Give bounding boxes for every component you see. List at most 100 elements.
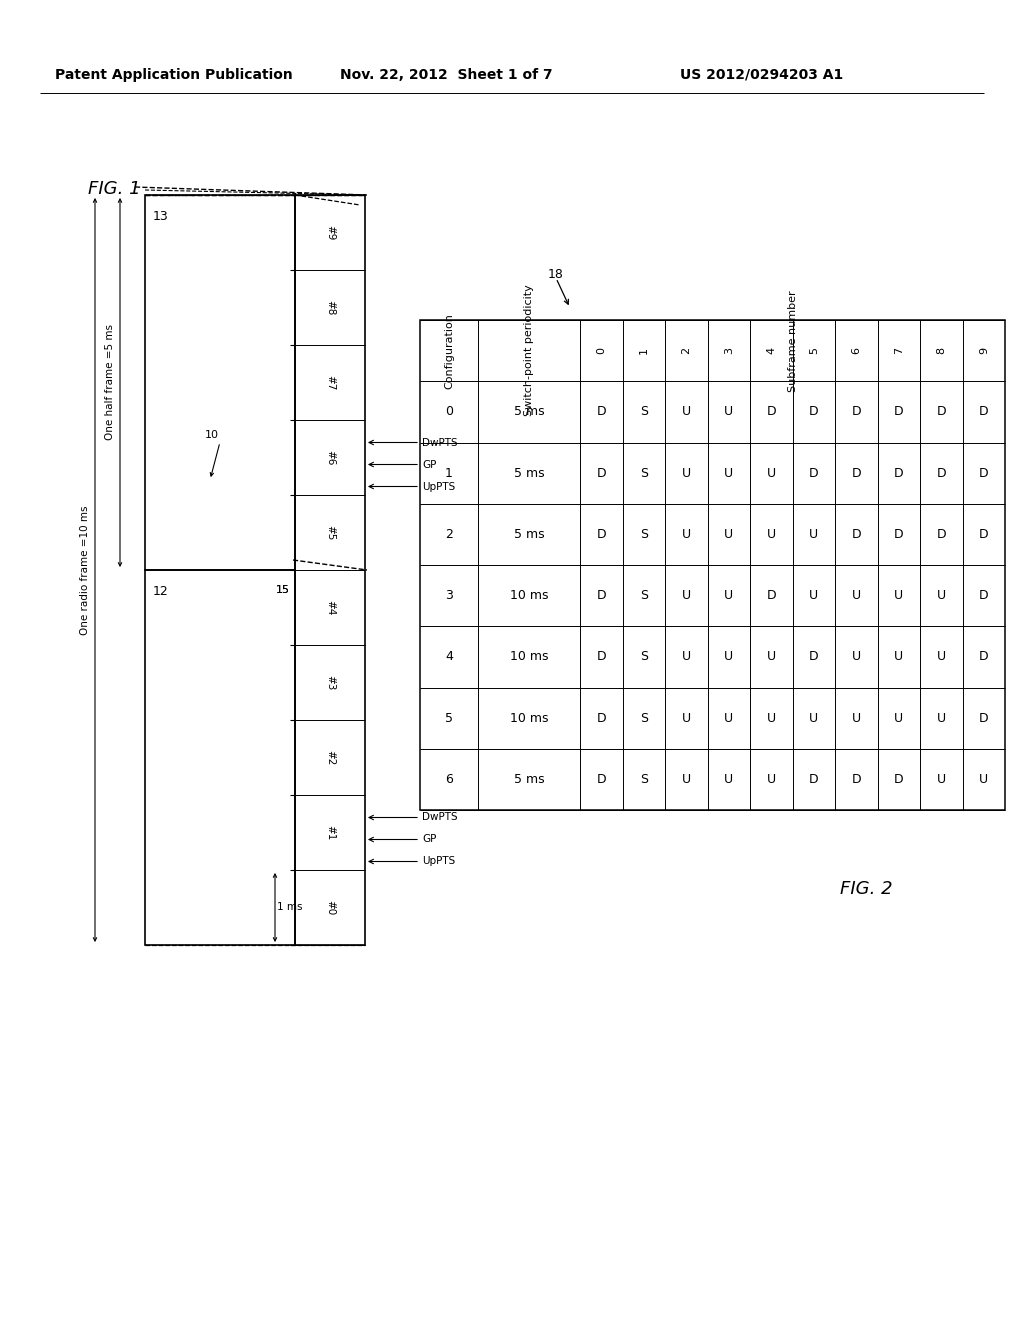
Text: #3: #3 bbox=[325, 675, 335, 690]
Text: 9: 9 bbox=[979, 347, 989, 354]
Text: #7: #7 bbox=[325, 375, 335, 391]
Text: 18: 18 bbox=[548, 268, 564, 281]
Text: D: D bbox=[809, 774, 818, 785]
Text: 1: 1 bbox=[445, 467, 453, 479]
Text: U: U bbox=[724, 774, 733, 785]
Text: U: U bbox=[894, 651, 903, 664]
Text: 5 ms: 5 ms bbox=[514, 528, 545, 541]
Text: 1: 1 bbox=[639, 347, 649, 354]
Text: D: D bbox=[596, 711, 606, 725]
Text: D: D bbox=[894, 774, 903, 785]
Text: #9: #9 bbox=[325, 224, 335, 240]
Text: D: D bbox=[979, 651, 988, 664]
Text: #0: #0 bbox=[325, 900, 335, 915]
Text: D: D bbox=[596, 774, 606, 785]
Bar bbox=[145, 570, 295, 945]
Bar bbox=[145, 195, 295, 570]
Text: D: D bbox=[851, 528, 861, 541]
Text: U: U bbox=[937, 651, 946, 664]
Text: #4: #4 bbox=[325, 599, 335, 615]
Text: Nov. 22, 2012  Sheet 1 of 7: Nov. 22, 2012 Sheet 1 of 7 bbox=[340, 69, 553, 82]
Text: D: D bbox=[596, 528, 606, 541]
Text: U: U bbox=[682, 711, 691, 725]
Text: D: D bbox=[936, 467, 946, 479]
Text: U: U bbox=[724, 589, 733, 602]
Text: GP: GP bbox=[422, 459, 436, 470]
Text: DwPTS: DwPTS bbox=[422, 437, 458, 447]
Text: S: S bbox=[640, 528, 648, 541]
Text: D: D bbox=[809, 467, 818, 479]
Text: U: U bbox=[852, 651, 861, 664]
Text: U: U bbox=[724, 528, 733, 541]
Text: U: U bbox=[767, 528, 776, 541]
Text: 10 ms: 10 ms bbox=[510, 589, 548, 602]
Bar bbox=[295, 195, 365, 945]
Text: U: U bbox=[724, 405, 733, 418]
Text: U: U bbox=[809, 528, 818, 541]
Text: U: U bbox=[937, 711, 946, 725]
Text: D: D bbox=[596, 467, 606, 479]
Text: U: U bbox=[682, 651, 691, 664]
Text: U: U bbox=[767, 651, 776, 664]
Text: 7: 7 bbox=[894, 347, 904, 354]
Text: Patent Application Publication: Patent Application Publication bbox=[55, 69, 293, 82]
Text: U: U bbox=[767, 467, 776, 479]
Text: 15: 15 bbox=[276, 585, 290, 595]
Text: 3: 3 bbox=[724, 347, 734, 354]
Text: 5 ms: 5 ms bbox=[514, 774, 545, 785]
Text: U: U bbox=[724, 467, 733, 479]
Text: 10: 10 bbox=[205, 430, 219, 440]
Text: 2: 2 bbox=[445, 528, 453, 541]
Text: #8: #8 bbox=[325, 300, 335, 315]
Text: Switch-point periodicity: Switch-point periodicity bbox=[524, 285, 534, 417]
Text: U: U bbox=[937, 589, 946, 602]
Text: D: D bbox=[894, 528, 903, 541]
Text: 10 ms: 10 ms bbox=[510, 651, 548, 664]
Text: D: D bbox=[979, 589, 988, 602]
Text: D: D bbox=[596, 651, 606, 664]
Text: FIG. 1: FIG. 1 bbox=[88, 180, 140, 198]
Text: D: D bbox=[809, 651, 818, 664]
Text: #2: #2 bbox=[325, 750, 335, 766]
Text: U: U bbox=[809, 589, 818, 602]
Text: D: D bbox=[894, 467, 903, 479]
Text: U: U bbox=[682, 405, 691, 418]
Text: D: D bbox=[936, 528, 946, 541]
Text: 4: 4 bbox=[445, 651, 453, 664]
Text: 5: 5 bbox=[809, 347, 819, 354]
Text: 12: 12 bbox=[153, 585, 169, 598]
Text: UpPTS: UpPTS bbox=[422, 857, 456, 866]
Text: U: U bbox=[937, 774, 946, 785]
Bar bbox=[420, 319, 1005, 810]
Text: S: S bbox=[640, 405, 648, 418]
Text: D: D bbox=[979, 405, 988, 418]
Text: U: U bbox=[809, 711, 818, 725]
Text: U: U bbox=[724, 711, 733, 725]
Text: One half frame =5 ms: One half frame =5 ms bbox=[105, 325, 115, 441]
Text: D: D bbox=[596, 589, 606, 602]
Text: US 2012/0294203 A1: US 2012/0294203 A1 bbox=[680, 69, 843, 82]
Text: 1 ms: 1 ms bbox=[278, 903, 302, 912]
Text: One radio frame =10 ms: One radio frame =10 ms bbox=[80, 506, 90, 635]
Text: Subframe number: Subframe number bbox=[787, 290, 798, 392]
Text: U: U bbox=[979, 774, 988, 785]
Text: #1: #1 bbox=[325, 825, 335, 841]
Text: S: S bbox=[640, 774, 648, 785]
Text: 5: 5 bbox=[445, 711, 453, 725]
Text: 6: 6 bbox=[445, 774, 453, 785]
Text: D: D bbox=[979, 711, 988, 725]
Text: U: U bbox=[682, 467, 691, 479]
Text: U: U bbox=[767, 774, 776, 785]
Text: #5: #5 bbox=[325, 525, 335, 540]
Text: DwPTS: DwPTS bbox=[422, 813, 458, 822]
Text: 2: 2 bbox=[681, 347, 691, 354]
Text: 0: 0 bbox=[445, 405, 453, 418]
Text: 6: 6 bbox=[851, 347, 861, 354]
Text: 15: 15 bbox=[276, 585, 290, 595]
Text: D: D bbox=[851, 467, 861, 479]
Text: 5 ms: 5 ms bbox=[514, 467, 545, 479]
Text: U: U bbox=[894, 711, 903, 725]
Text: U: U bbox=[724, 651, 733, 664]
Text: D: D bbox=[596, 405, 606, 418]
Text: Configuration: Configuration bbox=[444, 313, 454, 388]
